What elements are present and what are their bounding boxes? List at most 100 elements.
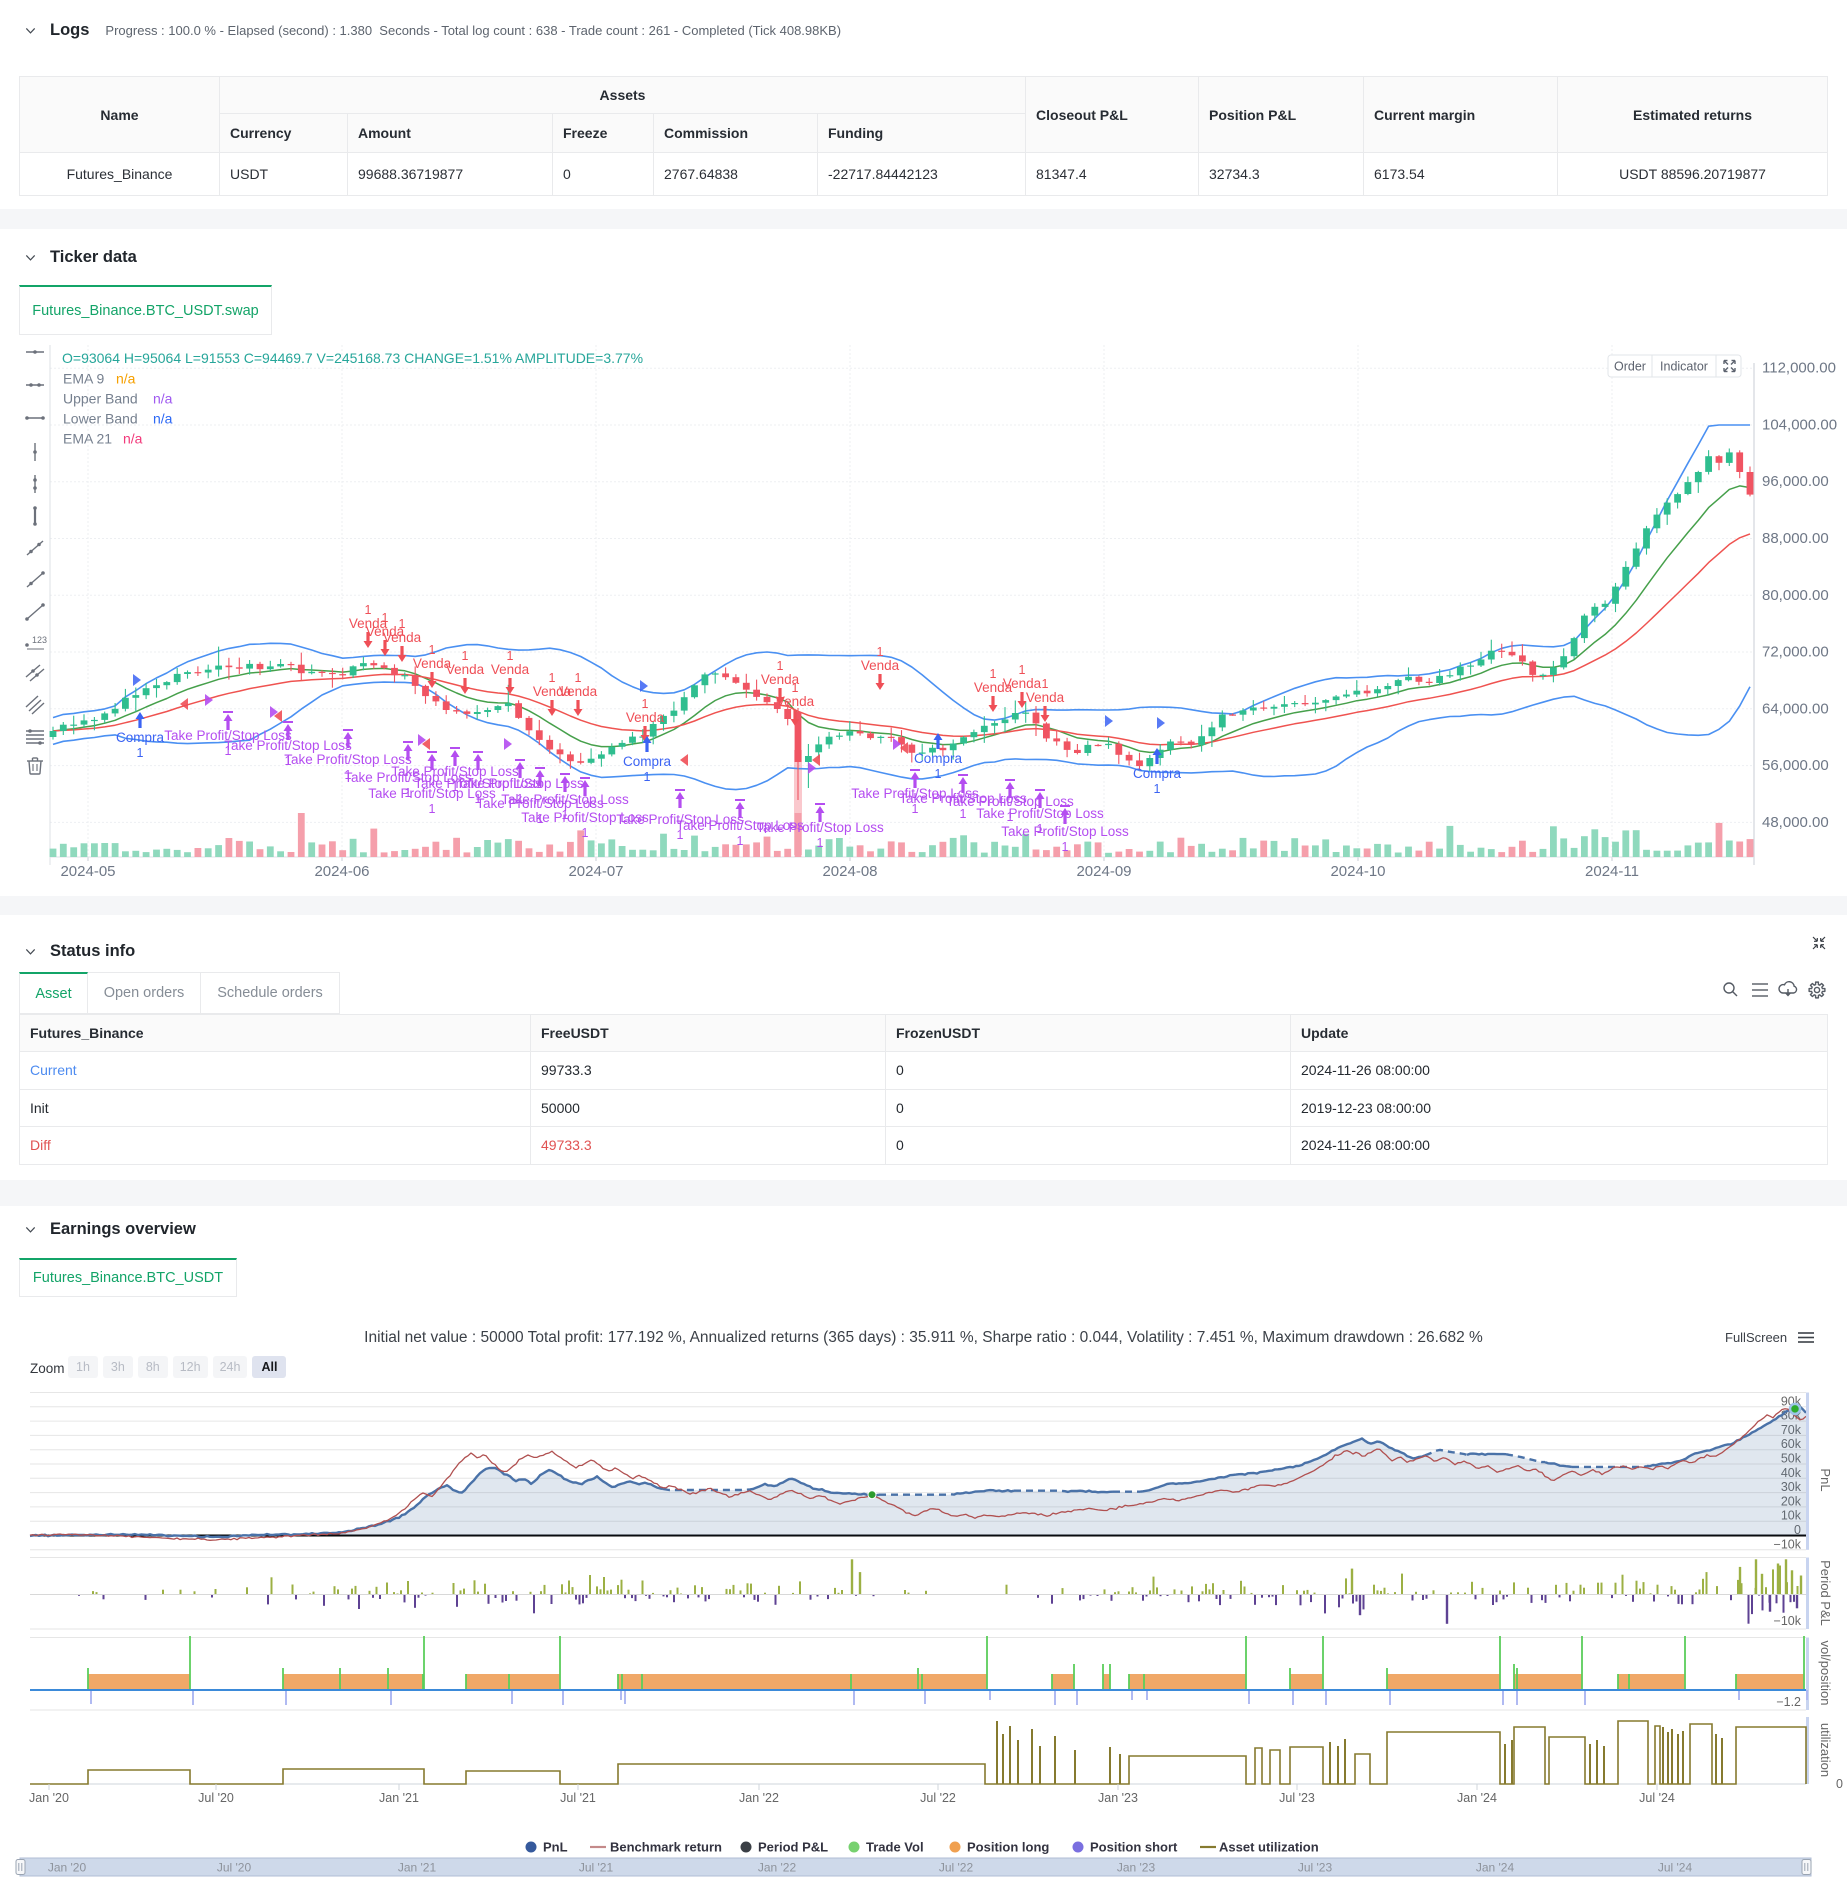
svg-text:50k: 50k — [1781, 1452, 1802, 1466]
svg-text:Take Profit/Stop Loss: Take Profit/Stop Loss — [851, 786, 979, 801]
svg-text:Compra: Compra — [116, 730, 165, 745]
svg-text:Jul '23: Jul '23 — [1279, 1791, 1315, 1805]
svg-text:Take Profit/Stop Loss: Take Profit/Stop Loss — [224, 738, 352, 753]
svg-text:PnL: PnL — [543, 1840, 568, 1855]
svg-text:Jan '20: Jan '20 — [29, 1791, 69, 1805]
svg-text:Compra: Compra — [1133, 766, 1182, 781]
svg-text:Asset utilization: Asset utilization — [1219, 1840, 1319, 1855]
svg-text:Take Profit/Stop Loss: Take Profit/Stop Loss — [676, 818, 804, 833]
svg-text:1: 1 — [677, 828, 684, 842]
svg-text:Jul '22: Jul '22 — [939, 1861, 974, 1875]
svg-text:Take Profit/Stop Loss: Take Profit/Stop Loss — [1001, 824, 1129, 839]
svg-text:Venda: Venda — [776, 694, 815, 709]
svg-text:−10k: −10k — [1774, 1537, 1802, 1551]
svg-text:Venda: Venda — [446, 662, 485, 677]
svg-text:Take Profit/Stop Loss: Take Profit/Stop Loss — [899, 791, 1027, 806]
svg-text:n/a: n/a — [153, 391, 173, 407]
svg-text:1: 1 — [345, 768, 352, 782]
svg-text:1: 1 — [582, 826, 589, 840]
svg-text:−10k: −10k — [1774, 1614, 1802, 1628]
svg-text:vol/position: vol/position — [1818, 1640, 1833, 1705]
svg-text:Jul '21: Jul '21 — [560, 1791, 596, 1805]
svg-text:Take Profit/Stop Loss: Take Profit/Stop Loss — [391, 764, 519, 779]
svg-text:Venda: Venda — [1026, 690, 1065, 705]
svg-text:Take Profit/Stop Loss: Take Profit/Stop Loss — [284, 752, 412, 767]
svg-text:1: 1 — [1019, 663, 1026, 677]
svg-text:60k: 60k — [1781, 1437, 1802, 1451]
svg-text:1: 1 — [405, 786, 412, 800]
svg-text:Jul '20: Jul '20 — [198, 1791, 234, 1805]
svg-text:Benchmark return: Benchmark return — [610, 1840, 722, 1855]
svg-text:utilization: utilization — [1818, 1723, 1833, 1777]
svg-text:104,000.00: 104,000.00 — [1762, 417, 1837, 434]
svg-text:Jan '22: Jan '22 — [758, 1861, 797, 1875]
svg-text:Jul '20: Jul '20 — [217, 1861, 252, 1875]
svg-text:2024-06: 2024-06 — [314, 863, 369, 880]
svg-text:40k: 40k — [1781, 1466, 1802, 1480]
svg-text:1: 1 — [777, 659, 784, 673]
svg-text:20k: 20k — [1781, 1494, 1802, 1508]
svg-text:1: 1 — [1154, 782, 1161, 796]
svg-text:Indicator: Indicator — [1660, 360, 1708, 374]
svg-text:1: 1 — [935, 767, 942, 781]
svg-text:Venda: Venda — [761, 672, 800, 687]
svg-text:1: 1 — [562, 808, 569, 822]
svg-text:1: 1 — [1042, 677, 1049, 691]
svg-text:1: 1 — [429, 643, 436, 657]
svg-text:Period P&L: Period P&L — [1818, 1560, 1833, 1626]
svg-text:2024-08: 2024-08 — [822, 863, 877, 880]
svg-text:1: 1 — [382, 611, 389, 625]
svg-text:1: 1 — [517, 792, 524, 806]
svg-text:Take Profit/Stop Loss: Take Profit/Stop Loss — [414, 776, 542, 791]
svg-text:1: 1 — [537, 812, 544, 826]
svg-text:70k: 70k — [1781, 1423, 1802, 1437]
svg-text:Venda: Venda — [974, 680, 1013, 695]
svg-text:Trade Vol: Trade Vol — [866, 1840, 924, 1855]
svg-text:2024-09: 2024-09 — [1076, 863, 1131, 880]
svg-text:−1.2: −1.2 — [1776, 1695, 1801, 1709]
svg-text:1: 1 — [429, 802, 436, 816]
svg-text:n/a: n/a — [116, 371, 136, 387]
svg-text:Venda: Venda — [861, 658, 900, 673]
svg-text:Venda: Venda — [349, 616, 388, 631]
svg-text:Jul '23: Jul '23 — [1298, 1861, 1333, 1875]
svg-text:Lower Band: Lower Band — [63, 411, 138, 427]
svg-text:1: 1 — [1007, 810, 1014, 824]
svg-text:Jan '20: Jan '20 — [48, 1861, 87, 1875]
svg-text:Jan '24: Jan '24 — [1476, 1861, 1515, 1875]
svg-text:1: 1 — [225, 744, 232, 758]
svg-text:Take Profit/Stop Loss: Take Profit/Stop Loss — [501, 792, 629, 807]
svg-text:1: 1 — [912, 802, 919, 816]
svg-text:Jul '24: Jul '24 — [1658, 1861, 1693, 1875]
svg-text:Take Profit/Stop Loss: Take Profit/Stop Loss — [344, 770, 472, 785]
svg-text:Position long: Position long — [967, 1840, 1049, 1855]
svg-text:Take Profit/Stop Loss: Take Profit/Stop Loss — [616, 812, 744, 827]
svg-text:Jul '24: Jul '24 — [1639, 1791, 1675, 1805]
svg-text:1: 1 — [1062, 840, 1069, 854]
svg-text:Take Profit/Stop Loss: Take Profit/Stop Loss — [368, 786, 496, 801]
svg-text:1: 1 — [507, 649, 514, 663]
svg-text:PnL: PnL — [1818, 1468, 1833, 1491]
svg-text:Venda: Venda — [559, 684, 598, 699]
svg-text:Jul '22: Jul '22 — [920, 1791, 956, 1805]
svg-text:1: 1 — [285, 754, 292, 768]
svg-text:112,000.00: 112,000.00 — [1762, 360, 1836, 377]
svg-text:1: 1 — [644, 770, 651, 784]
svg-text:Compra: Compra — [914, 751, 963, 766]
svg-text:2024-11: 2024-11 — [1585, 863, 1639, 880]
svg-text:Jan '24: Jan '24 — [1457, 1791, 1497, 1805]
svg-text:Take Profit/Stop Loss: Take Profit/Stop Loss — [976, 806, 1104, 821]
svg-text:80,000.00: 80,000.00 — [1762, 587, 1829, 604]
svg-text:1: 1 — [452, 780, 459, 794]
svg-text:n/a: n/a — [153, 411, 173, 427]
svg-text:Jan '21: Jan '21 — [398, 1861, 437, 1875]
svg-text:Venda: Venda — [491, 662, 530, 677]
svg-text:Jan '23: Jan '23 — [1098, 1791, 1138, 1805]
svg-text:n/a: n/a — [123, 431, 143, 447]
svg-text:0: 0 — [1794, 1523, 1801, 1537]
svg-text:123: 123 — [32, 635, 47, 645]
svg-text:O=93064 H=95064 L=91553 C=9446: O=93064 H=95064 L=91553 C=94469.7 V=2451… — [62, 350, 643, 366]
svg-text:1: 1 — [642, 697, 649, 711]
svg-text:1: 1 — [817, 836, 824, 850]
svg-text:Venda: Venda — [1003, 676, 1042, 691]
